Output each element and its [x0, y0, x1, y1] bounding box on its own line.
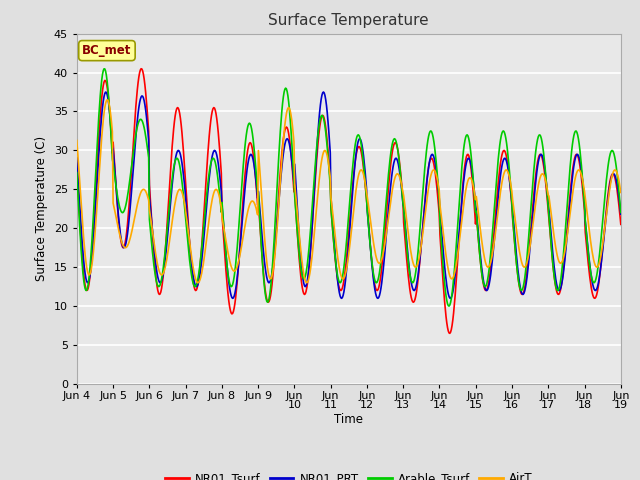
Arable_Tsurf	[223, 265, 231, 271]
NR01_PRT	[83, 278, 90, 284]
NR01_PRT	[139, 93, 147, 99]
Arable_Tsurf	[140, 121, 147, 127]
Arable_Tsurf	[73, 170, 81, 176]
NR01_Tsurf	[617, 221, 625, 227]
NR01_PRT	[194, 282, 202, 288]
Line: NR01_PRT: NR01_PRT	[77, 92, 621, 299]
NR01_PRT	[338, 296, 346, 301]
AirT	[196, 278, 204, 284]
NR01_Tsurf	[223, 285, 231, 290]
NR01_PRT	[617, 211, 625, 217]
Text: BC_met: BC_met	[82, 44, 132, 57]
NR01_Tsurf	[140, 71, 147, 77]
Y-axis label: Surface Temperature (C): Surface Temperature (C)	[35, 136, 48, 281]
AirT	[103, 97, 111, 103]
Arable_Tsurf	[83, 288, 90, 293]
NR01_PRT	[433, 167, 440, 173]
Arable_Tsurf	[431, 152, 439, 157]
AirT	[83, 264, 90, 270]
NR01_Tsurf	[195, 276, 202, 282]
Line: NR01_Tsurf: NR01_Tsurf	[77, 69, 621, 333]
Arable_Tsurf	[195, 272, 202, 277]
NR01_Tsurf	[83, 288, 90, 293]
Line: Arable_Tsurf: Arable_Tsurf	[77, 69, 621, 306]
Arable_Tsurf	[445, 303, 453, 309]
AirT	[73, 138, 81, 144]
NR01_PRT	[417, 252, 424, 258]
Arable_Tsurf	[617, 210, 625, 216]
NR01_Tsurf	[73, 163, 81, 168]
NR01_Tsurf	[137, 66, 145, 72]
Arable_Tsurf	[100, 66, 108, 72]
NR01_Tsurf	[431, 171, 439, 177]
Title: Surface Temperature: Surface Temperature	[269, 13, 429, 28]
Arable_Tsurf	[416, 232, 424, 238]
AirT	[417, 249, 424, 254]
NR01_PRT	[223, 258, 230, 264]
X-axis label: Time: Time	[334, 413, 364, 426]
NR01_Tsurf	[416, 262, 424, 267]
AirT	[224, 251, 232, 256]
AirT	[617, 190, 625, 195]
NR01_PRT	[319, 89, 327, 95]
Legend: NR01_Tsurf, NR01_PRT, Arable_Tsurf, AirT: NR01_Tsurf, NR01_PRT, Arable_Tsurf, AirT	[161, 467, 537, 480]
AirT	[433, 171, 440, 177]
NR01_PRT	[73, 155, 81, 161]
Line: AirT: AirT	[77, 100, 621, 283]
NR01_Tsurf	[446, 330, 454, 336]
AirT	[140, 186, 147, 192]
AirT	[194, 280, 202, 286]
